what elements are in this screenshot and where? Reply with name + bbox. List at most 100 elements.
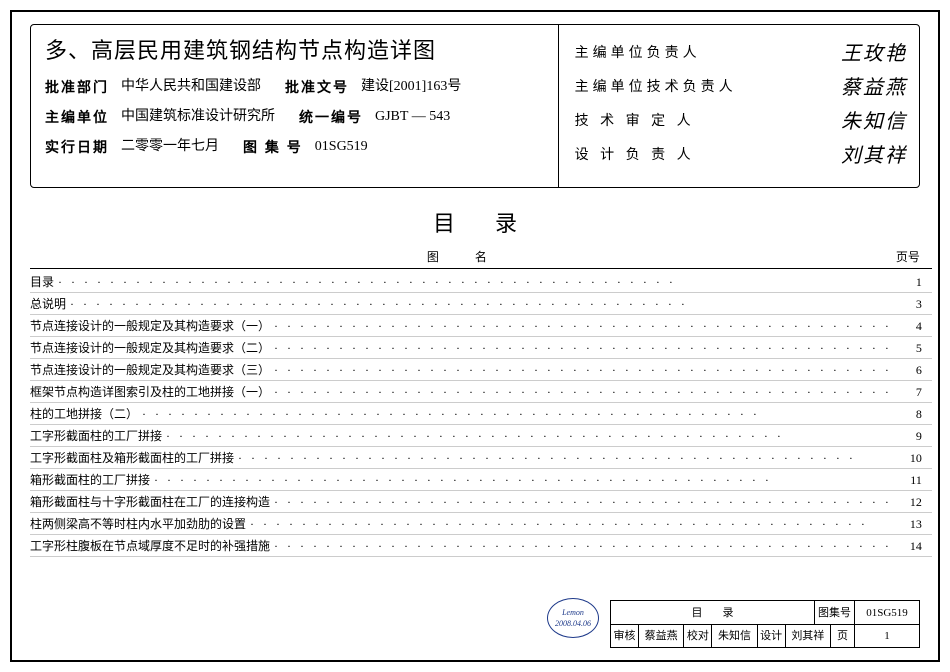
toc-entry-page: 8 (896, 403, 932, 425)
signer-name: 王玫艳 (841, 41, 907, 67)
toc-leader-dots: · · · · · · · · · · · · · · · · · · · · … (162, 425, 896, 447)
toc-leader-dots: · · · · · · · · · · · · · · · · · · · · … (66, 293, 896, 315)
toc-row: 工字形截面柱及箱形截面柱的工厂拼接· · · · · · · · · · · ·… (30, 447, 932, 469)
toc-leader-dots: · · · · · · · · · · · · · · · · · · · · … (270, 381, 896, 403)
signer-name: 蔡益燕 (841, 75, 907, 101)
title-block-left: 多、高层民用建筑钢结构节点构造详图 批准部门 中华人民共和国建设部 批准文号 建… (31, 25, 559, 187)
approve-dept-value: 中华人民共和国建设部 (121, 75, 261, 99)
footer-shenhe-value: 蔡益燕 (639, 625, 684, 647)
toc-header-page: 页号 (884, 248, 932, 265)
toc-leader-dots: · · · · · · · · · · · · · · · · · · · · … (270, 315, 896, 337)
signer-row: 主编单位技术负责人 蔡益燕 (575, 75, 907, 101)
unified-no-value: GJBT — 543 (375, 105, 450, 129)
toc-entry-page: 1 (896, 271, 932, 293)
footer-shenhe-label: 审核 (611, 625, 639, 647)
footer-page-label: 页 (831, 625, 855, 647)
approve-dept-label: 批准部门 (45, 75, 109, 99)
approve-doc-label: 批准文号 (285, 75, 349, 99)
toc-row: 箱形截面柱的工厂拼接· · · · · · · · · · · · · · · … (30, 469, 932, 491)
footer-title: 目录 (611, 601, 815, 624)
toc-entry-page: 10 (896, 447, 932, 469)
toc-entry-name: 箱形截面柱的工厂拼接 (30, 469, 150, 491)
toc-row: 节点连接设计的一般规定及其构造要求（二）· · · · · · · · · · … (30, 337, 932, 359)
toc-entry-page: 14 (896, 535, 932, 557)
atlas-no-label: 图 集 号 (243, 135, 303, 159)
toc-leader-dots: · · · · · · · · · · · · · · · · · · · · … (270, 491, 896, 513)
toc-row: 节点连接设计的一般规定及其构造要求（三）· · · · · · · · · · … (30, 359, 932, 381)
stamp-line1: Lemon (548, 607, 598, 618)
toc-row: 箱形截面柱与十字形截面柱在工厂的连接构造· · · · · · · · · · … (30, 491, 932, 513)
toc-entry-name: 柱两侧梁高不等时柱内水平加劲肋的设置 (30, 513, 246, 535)
toc-row: 目录· · · · · · · · · · · · · · · · · · · … (30, 271, 932, 293)
signer-label: 主编单位技术负责人 (575, 75, 737, 101)
effective-date-value: 二零零一年七月 (121, 135, 219, 159)
toc-entry-name: 目录 (30, 271, 54, 293)
signer-name: 朱知信 (841, 109, 907, 135)
signer-name: 刘其祥 (841, 143, 907, 169)
toc-entry-name: 节点连接设计的一般规定及其构造要求（二） (30, 337, 270, 359)
editor-unit-label: 主编单位 (45, 105, 109, 129)
toc-entry-name: 框架节点构造详图索引及柱的工地拼接（一） (30, 381, 270, 403)
footer-sheji-label: 设计 (758, 625, 786, 647)
title-block: 多、高层民用建筑钢结构节点构造详图 批准部门 中华人民共和国建设部 批准文号 建… (30, 24, 920, 188)
toc-entry-page: 12 (896, 491, 932, 513)
atlas-no-value: 01SG519 (315, 135, 368, 159)
toc-entry-name: 总说明 (30, 293, 66, 315)
toc-leader-dots: · · · · · · · · · · · · · · · · · · · · … (150, 469, 896, 491)
toc-entry-name: 节点连接设计的一般规定及其构造要求（三） (30, 359, 270, 381)
stamp-line2: 2008.04.06 (548, 618, 598, 629)
toc-row: 工字形柱腹板在节点域厚度不足时的补强措施· · · · · · · · · · … (30, 535, 932, 557)
signer-label: 技 术 审 定 人 (575, 109, 695, 135)
document-title: 多、高层民用建筑钢结构节点构造详图 (45, 33, 544, 65)
unified-no-label: 统一编号 (299, 105, 363, 129)
toc-leader-dots: · · · · · · · · · · · · · · · · · · · · … (270, 535, 896, 557)
approve-doc-value: 建设[2001]163号 (361, 75, 461, 99)
footer-code-value: 01SG519 (855, 601, 919, 624)
footer-code-label: 图集号 (815, 601, 855, 624)
toc-entry-page: 13 (896, 513, 932, 535)
toc-row: 框架节点构造详图索引及柱的工地拼接（一）· · · · · · · · · · … (30, 381, 932, 403)
toc-entry-page: 4 (896, 315, 932, 337)
toc-row: 柱两侧梁高不等时柱内水平加劲肋的设置· · · · · · · · · · · … (30, 513, 932, 535)
toc-leader-dots: · · · · · · · · · · · · · · · · · · · · … (246, 513, 896, 535)
toc-leader-dots: · · · · · · · · · · · · · · · · · · · · … (270, 359, 896, 381)
toc-entry-page: 11 (896, 469, 932, 491)
toc-leader-dots: · · · · · · · · · · · · · · · · · · · · … (270, 337, 896, 359)
effective-date-label: 实行日期 (45, 135, 109, 159)
toc-entry-page: 5 (896, 337, 932, 359)
toc-leader-dots: · · · · · · · · · · · · · · · · · · · · … (234, 447, 896, 469)
toc-header-name: 图名 (30, 248, 884, 265)
toc-heading: 目录 (70, 206, 920, 238)
toc-entry-name: 柱的工地拼接（二） (30, 403, 138, 425)
signer-row: 设 计 负 责 人 刘其祥 (575, 143, 907, 169)
toc-entry-name: 箱形截面柱与十字形截面柱在工厂的连接构造 (30, 491, 270, 513)
signer-label: 设 计 负 责 人 (575, 143, 695, 169)
watermark-stamp: Lemon 2008.04.06 (547, 598, 599, 638)
toc-row: 柱的工地拼接（二）· · · · · · · · · · · · · · · ·… (30, 403, 932, 425)
toc-entry-page: 3 (896, 293, 932, 315)
toc-entry-name: 工字形截面柱的工厂拼接 (30, 425, 162, 447)
signer-label: 主编单位负责人 (575, 41, 701, 67)
toc-entry-page: 9 (896, 425, 932, 447)
toc-row: 工字形截面柱的工厂拼接· · · · · · · · · · · · · · ·… (30, 425, 932, 447)
toc-row: 节点连接设计的一般规定及其构造要求（一）· · · · · · · · · · … (30, 315, 932, 337)
drawing-frame: 多、高层民用建筑钢结构节点构造详图 批准部门 中华人民共和国建设部 批准文号 建… (10, 10, 940, 662)
toc-entry-page: 7 (896, 381, 932, 403)
toc-leader-dots: · · · · · · · · · · · · · · · · · · · · … (138, 403, 896, 425)
signer-row: 技 术 审 定 人 朱知信 (575, 109, 907, 135)
toc-row: 总说明· · · · · · · · · · · · · · · · · · ·… (30, 293, 932, 315)
footer-jiaodu-label: 校对 (684, 625, 712, 647)
title-block-right: 主编单位负责人 王玫艳 主编单位技术负责人 蔡益燕 技 术 审 定 人 朱知信 … (559, 25, 919, 187)
toc-entry-name: 工字形截面柱及箱形截面柱的工厂拼接 (30, 447, 234, 469)
toc-columns: 图名 页号 目录· · · · · · · · · · · · · · · · … (30, 248, 920, 557)
footer-title-block: 目录 图集号 01SG519 审核 蔡益燕 校对 朱知信 设计 刘其祥 页 1 (610, 600, 920, 648)
signer-row: 主编单位负责人 王玫艳 (575, 41, 907, 67)
toc-entry-name: 节点连接设计的一般规定及其构造要求（一） (30, 315, 270, 337)
editor-unit-value: 中国建筑标准设计研究所 (121, 105, 275, 129)
footer-sheji-value: 刘其祥 (786, 625, 831, 647)
footer-jiaodu-value: 朱知信 (712, 625, 757, 647)
toc-header-row: 图名 页号 (30, 248, 932, 269)
footer-page-value: 1 (855, 625, 919, 647)
toc-entry-name: 工字形柱腹板在节点域厚度不足时的补强措施 (30, 535, 270, 557)
toc-column-left: 图名 页号 目录· · · · · · · · · · · · · · · · … (30, 248, 932, 557)
